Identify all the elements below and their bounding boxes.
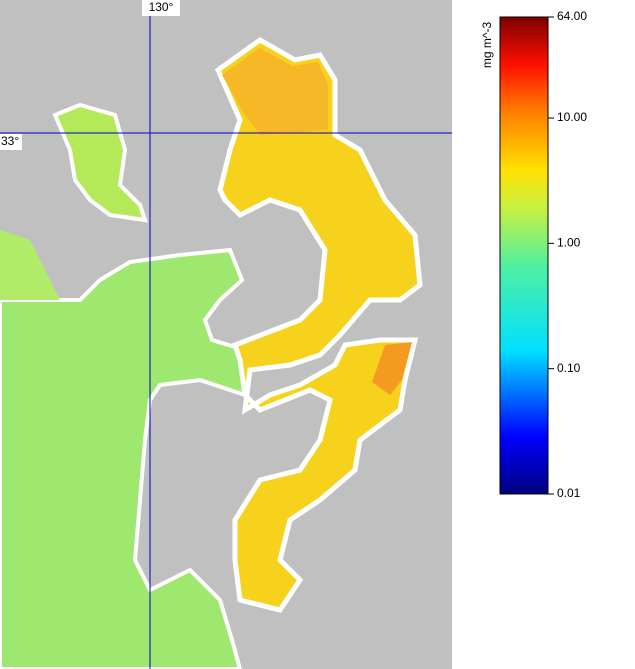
colorbar-tick-label: 1.00: [557, 236, 581, 250]
meridian-label: 130°: [149, 0, 174, 14]
colorbar-tick-label: 0.01: [557, 486, 581, 500]
sea-west-light: [0, 230, 60, 300]
label-bg: [0, 134, 22, 150]
label-bg: [142, 0, 180, 16]
colorbar: mg m^-3: [480, 16, 549, 495]
map: 130° 33°: [0, 0, 452, 669]
sea-north: [52, 102, 148, 223]
colorbar-tick-label: 0.10: [557, 361, 581, 375]
colorbar-ramp: [499, 16, 549, 495]
colorbar-tick-label: 10.00: [557, 110, 587, 124]
colorbar-tick-label: 64.00: [557, 9, 587, 23]
sea-upper-bay: [222, 48, 328, 135]
colorbar-label: mg m^-3: [480, 22, 494, 69]
sea-west: [0, 247, 247, 669]
sea-inner-bay: [372, 342, 412, 395]
parallel-label: 33°: [1, 134, 19, 148]
sea-ariake: [214, 37, 423, 613]
